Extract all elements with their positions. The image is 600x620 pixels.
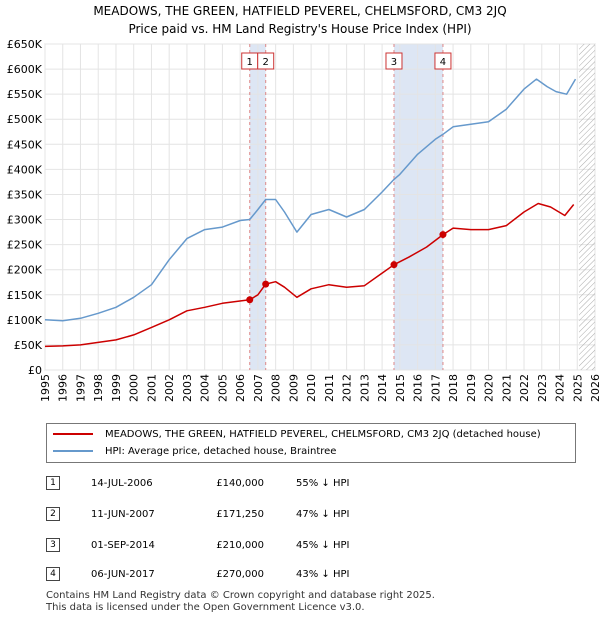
x-tick-label: 2008 [270,374,283,402]
transaction-row: 2 11-JUN-2007 £171,250 47% ↓ HPI [46,505,566,525]
transaction-row: 4 06-JUN-2017 £270,000 43% ↓ HPI [46,565,566,585]
transaction-price: £210,000 [216,540,264,551]
y-tick-label: £250K [7,239,43,252]
sale-label: 1 [247,57,253,68]
x-tick-label: 2024 [554,374,567,402]
x-tick-label: 2004 [199,374,212,402]
transaction-date: 01-SEP-2014 [91,540,155,551]
x-tick-label: 2011 [323,374,336,402]
x-tick-label: 2013 [358,374,371,402]
sale-point [262,280,270,288]
x-tick-label: 2001 [145,374,158,402]
sale-point [246,296,254,304]
transaction-date: 14-JUL-2006 [91,478,153,489]
transaction-hpi: 45% ↓ HPI [296,540,350,551]
legend-swatch-property [53,433,93,435]
x-tick-label: 1999 [110,374,123,402]
transaction-number: 4 [46,567,60,581]
y-tick-label: £100K [7,314,43,327]
legend-label-property: MEADOWS, THE GREEN, HATFIELD PEVEREL, CH… [105,429,541,440]
y-tick-label: £300K [7,214,43,227]
x-tick-label: 2014 [376,374,389,402]
transaction-number: 1 [46,476,60,490]
sale-point [439,231,447,239]
x-tick-label: 2010 [305,374,318,402]
sale-label: 2 [263,57,269,68]
sale-point [390,261,398,269]
x-tick-label: 2019 [465,374,478,402]
y-tick-label: £0 [28,364,42,377]
legend-item-property: MEADOWS, THE GREEN, HATFIELD PEVEREL, CH… [53,428,541,442]
legend-swatch-hpi [53,450,93,452]
x-tick-label: 2002 [163,374,176,402]
x-tick-label: 2000 [128,374,141,402]
sale-label: 4 [440,57,446,68]
y-tick-label: £400K [7,163,43,176]
sale-label-box [385,52,403,70]
x-tick-label: 2007 [252,374,265,402]
transaction-price: £140,000 [216,478,264,489]
x-tick-label: 2003 [181,374,194,402]
sale-label-box [257,52,275,70]
legend: MEADOWS, THE GREEN, HATFIELD PEVEREL, CH… [46,423,576,463]
x-tick-label: 2015 [394,374,407,402]
y-tick-label: £350K [7,188,43,201]
chart-subtitle: Price paid vs. HM Land Registry's House … [128,22,472,36]
x-tick-label: 2026 [589,374,600,402]
transaction-date: 06-JUN-2017 [91,569,155,580]
transaction-hpi: 43% ↓ HPI [296,569,350,580]
y-tick-label: £600K [7,63,43,76]
x-tick-label: 2009 [287,374,300,402]
hpi-line [44,78,577,322]
x-tick-label: 2021 [500,374,513,402]
transaction-hpi: 47% ↓ HPI [296,509,350,520]
x-tick-label: 1996 [57,374,70,402]
y-tick-label: £650K [7,38,43,51]
transaction-date: 11-JUN-2007 [91,509,155,520]
y-tick-label: £200K [7,264,43,277]
sale-label-box [434,52,452,70]
transaction-number: 2 [46,507,60,521]
x-tick-label: 2016 [412,374,425,402]
x-tick-label: 2006 [234,374,247,402]
legend-item-hpi: HPI: Average price, detached house, Brai… [53,445,336,459]
y-tick-label: £550K [7,88,43,101]
x-tick-label: 2018 [447,374,460,402]
x-tick-label: 1995 [39,374,52,402]
transaction-row: 1 14-JUL-2006 £140,000 55% ↓ HPI [46,474,566,494]
x-tick-label: 2020 [483,374,496,402]
transaction-hpi: 55% ↓ HPI [296,478,350,489]
y-tick-label: £450K [7,138,43,151]
x-tick-label: 2022 [518,374,531,402]
x-tick-label: 1997 [74,374,87,402]
transaction-number: 3 [46,538,60,552]
sale-period-shade [393,44,443,370]
y-tick-label: £150K [7,289,43,302]
sale-label: 3 [391,57,397,68]
x-tick-label: 2017 [429,374,442,402]
footer-licence: This data is licensed under the Open Gov… [46,602,365,613]
transaction-price: £270,000 [216,569,264,580]
plot-area [44,43,596,371]
forecast-hatch [579,44,595,370]
x-tick-label: 2005 [216,374,229,402]
x-tick-label: 2012 [341,374,354,402]
y-tick-label: £500K [7,113,43,126]
transaction-price: £171,250 [216,509,264,520]
chart-title: MEADOWS, THE GREEN, HATFIELD PEVEREL, CH… [93,4,507,18]
footer-copyright: Contains HM Land Registry data © Crown c… [46,590,435,601]
x-tick-label: 2023 [536,374,549,402]
transaction-row: 3 01-SEP-2014 £210,000 45% ↓ HPI [46,536,566,556]
property-price-line [44,202,575,348]
y-tick-label: £50K [14,339,43,352]
x-tick-label: 2025 [571,374,584,402]
legend-label-hpi: HPI: Average price, detached house, Brai… [105,446,337,457]
x-tick-label: 1998 [92,374,105,402]
